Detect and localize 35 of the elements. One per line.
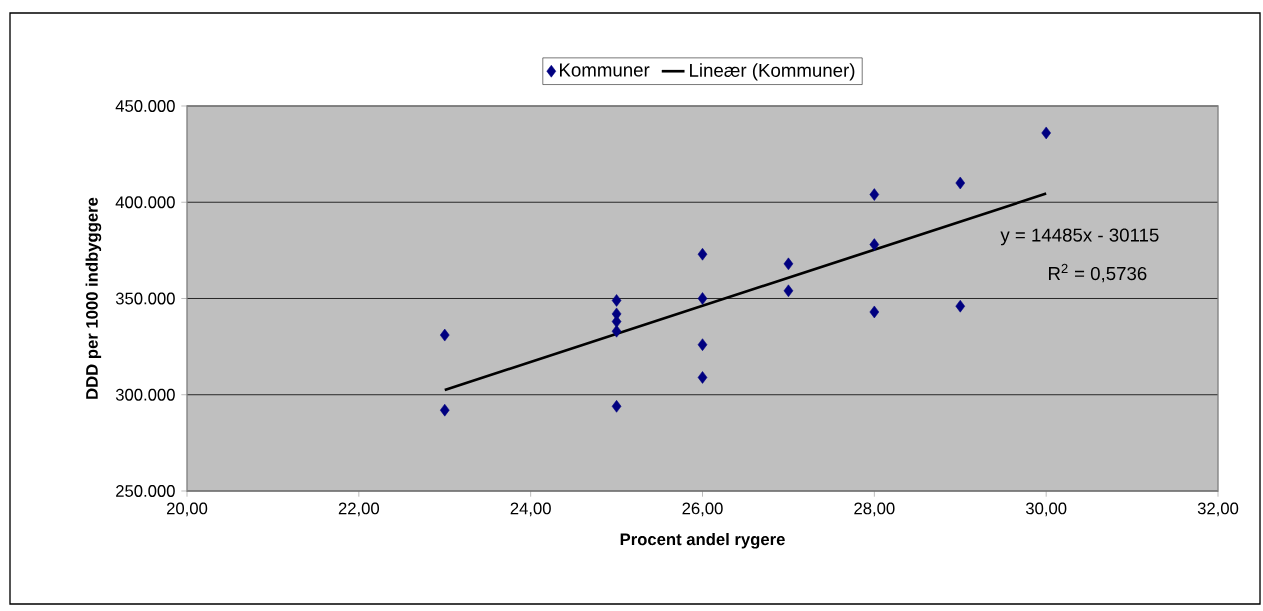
y-axis-title: DDD per 1000 indbyggere (85, 197, 102, 399)
point (611, 324, 622, 338)
point (869, 188, 880, 201)
point (1041, 126, 1051, 140)
y-tick-label: 350.000 (115, 292, 175, 305)
point (783, 257, 794, 271)
x-tick-label: 30,00 (1025, 502, 1067, 517)
y-tick-label: 400.000 (115, 196, 175, 209)
legend-label: Lineær (Kommuner) (690, 63, 855, 81)
point (955, 299, 966, 313)
point (439, 403, 450, 417)
point (697, 371, 708, 384)
point (955, 176, 966, 190)
point (611, 400, 622, 413)
point (611, 294, 622, 307)
x-tick-label: 28,00 (854, 502, 895, 517)
x-tick-label: 26,00 (682, 502, 723, 517)
point (783, 284, 794, 298)
x-tick-label: 22,00 (338, 502, 380, 517)
point (869, 305, 880, 319)
point (697, 247, 708, 261)
point (697, 338, 708, 351)
point (439, 328, 450, 342)
annotation: R$^{2}$ = 0,5736 (1049, 263, 1147, 283)
legend-label: Kommuner (560, 63, 650, 77)
x-tick-label: 32,00 (1197, 502, 1239, 517)
y-tick-label: 300.000 (115, 388, 175, 401)
x-tick-label: 24,00 (510, 502, 551, 517)
point (697, 292, 708, 305)
x-axis-title: Procent andel rygere (620, 532, 785, 549)
x-tick-label: 20,00 (166, 502, 208, 517)
y-tick-label: 250.000 (116, 485, 175, 497)
annotation: y = 14485x - 30115 (1000, 228, 1159, 246)
point (869, 238, 880, 251)
y-tick-label: 450.000 (115, 100, 175, 112)
